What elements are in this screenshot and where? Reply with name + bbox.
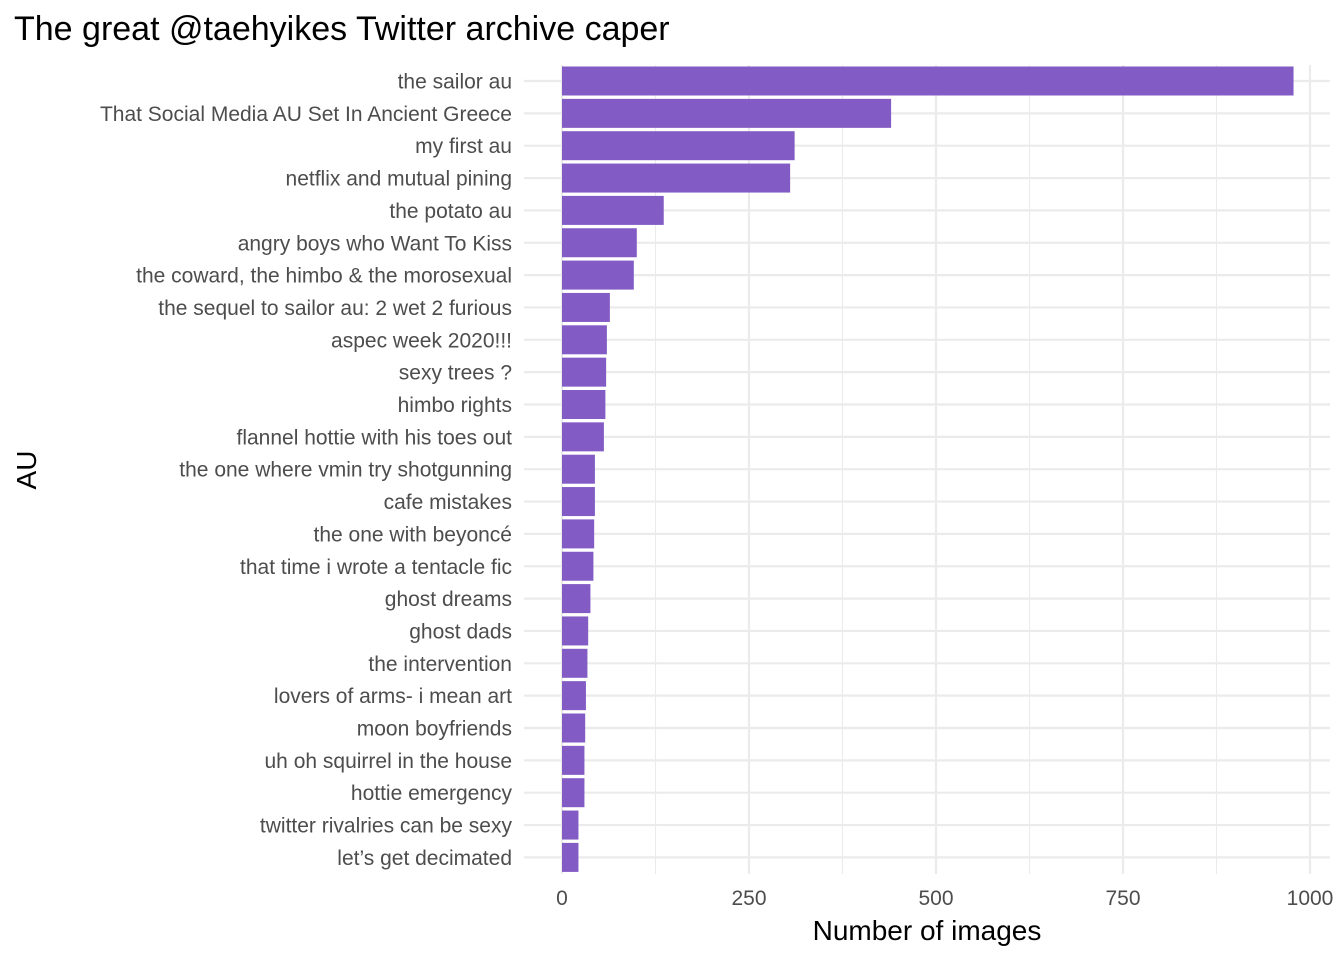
bar <box>562 163 791 193</box>
y-tick-label: himbo rights <box>398 394 512 417</box>
bar <box>562 98 892 128</box>
y-tick-label: lovers of arms- i mean art <box>274 685 512 708</box>
bar <box>562 260 634 290</box>
bar <box>562 325 607 355</box>
bar <box>562 422 604 452</box>
bar <box>562 228 637 258</box>
y-tick-label: the intervention <box>368 653 512 676</box>
y-tick-label: ghost dreams <box>385 588 512 611</box>
x-tick-label: 500 <box>918 887 953 910</box>
y-tick-label: cafe mistakes <box>384 491 512 514</box>
y-tick-label: the one with beyoncé <box>314 523 512 546</box>
bar <box>562 648 588 678</box>
bar <box>562 778 585 808</box>
bar <box>562 810 579 840</box>
y-tick-label: the sequel to sailor au: 2 wet 2 furious <box>158 297 512 320</box>
y-tick-label: that time i wrote a tentacle fic <box>240 556 512 579</box>
bar <box>562 745 585 775</box>
bar <box>562 584 591 614</box>
y-tick-label: aspec week 2020!!! <box>331 329 512 352</box>
bar <box>562 357 607 387</box>
y-axis-tick-labels: the sailor au That Social Media AU Set In… <box>100 71 513 870</box>
y-tick-label: the coward, the himbo & the morosexual <box>136 265 512 288</box>
bar <box>562 131 795 161</box>
x-tick-label: 0 <box>556 887 568 910</box>
y-tick-label: let’s get decimated <box>337 847 512 870</box>
bar <box>562 713 586 743</box>
y-tick-label: moon boyfriends <box>357 718 512 741</box>
y-tick-label: my first au <box>415 135 512 158</box>
y-tick-label: the potato au <box>389 200 512 223</box>
bar <box>562 681 586 711</box>
bar <box>562 390 606 419</box>
y-axis-title: AU <box>11 451 42 490</box>
y-tick-label: netflix and mutual pining <box>286 168 512 191</box>
y-tick-label: angry boys who Want To Kiss <box>238 232 512 255</box>
y-tick-label: uh oh squirrel in the house <box>265 750 513 773</box>
y-tick-label: twitter rivalries can be sexy <box>260 815 513 838</box>
bar <box>562 842 579 872</box>
y-tick-label: the sailor au <box>398 71 512 94</box>
x-tick-label: 750 <box>1105 887 1140 910</box>
bar <box>562 292 610 322</box>
bar <box>562 487 595 517</box>
bar <box>562 616 589 646</box>
bars <box>562 66 1294 872</box>
x-tick-label: 1000 <box>1287 887 1334 910</box>
bar <box>562 66 1294 96</box>
bar <box>562 195 664 225</box>
bar <box>562 551 594 581</box>
y-tick-label: That Social Media AU Set In Ancient Gree… <box>100 103 512 126</box>
x-axis-title: Number of images <box>813 915 1042 946</box>
chart-title: The great @taehyikes Twitter archive cap… <box>14 10 670 48</box>
x-tick-label: 250 <box>731 887 766 910</box>
bar <box>562 519 595 549</box>
y-tick-label: hottie emergency <box>351 782 513 805</box>
bar <box>562 454 595 484</box>
y-tick-label: ghost dads <box>409 620 512 643</box>
y-tick-label: flannel hottie with his toes out <box>236 426 512 449</box>
y-tick-label: sexy trees ? <box>399 362 512 385</box>
x-axis-tick-labels: 0 250 500 750 1000 <box>556 887 1333 910</box>
y-tick-label: the one where vmin try shotgunning <box>179 459 512 482</box>
